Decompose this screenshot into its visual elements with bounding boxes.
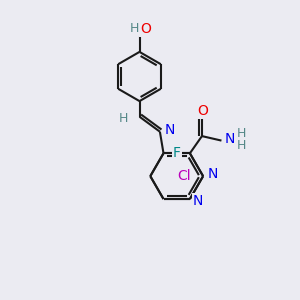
Text: H: H xyxy=(130,22,139,35)
Text: N: N xyxy=(208,167,218,182)
Text: F: F xyxy=(173,146,181,160)
Text: H: H xyxy=(119,112,128,125)
Text: Cl: Cl xyxy=(177,169,190,183)
Text: O: O xyxy=(197,104,208,118)
Text: N: N xyxy=(224,132,235,146)
Text: H: H xyxy=(237,127,246,140)
Text: N: N xyxy=(165,123,175,137)
Text: N: N xyxy=(193,194,203,208)
Text: O: O xyxy=(140,22,151,36)
Text: H: H xyxy=(237,140,246,152)
